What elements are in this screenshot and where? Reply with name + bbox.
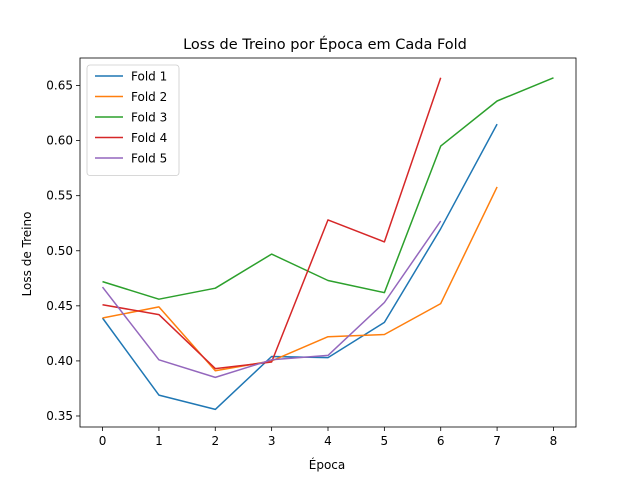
legend-entry: Fold 3 <box>131 111 167 125</box>
y-tick-label: 0.55 <box>46 189 73 203</box>
legend-entry: Fold 4 <box>131 131 167 145</box>
x-tick-label: 8 <box>550 434 558 448</box>
x-tick-label: 7 <box>493 434 501 448</box>
y-tick-label: 0.65 <box>46 79 73 93</box>
series-line-fold-2 <box>102 186 498 372</box>
y-tick-label: 0.50 <box>46 244 73 258</box>
series-line-fold-3 <box>102 77 554 300</box>
x-tick-label: 1 <box>155 434 163 448</box>
y-tick-label: 0.35 <box>46 409 73 423</box>
series-line-fold-5 <box>101 220 442 379</box>
series-layer <box>101 77 554 411</box>
legend-entry: Fold 5 <box>131 152 167 166</box>
y-tick-label: 0.40 <box>46 354 73 368</box>
y-tick-label: 0.60 <box>46 134 73 148</box>
x-tick-label: 0 <box>99 434 107 448</box>
series-line-fold-4 <box>102 77 442 370</box>
chart-title: Loss de Treino por Época em Cada Fold <box>183 36 467 53</box>
x-tick-label: 2 <box>211 434 219 448</box>
x-tick-label: 3 <box>268 434 276 448</box>
y-axis-label: Loss de Treino <box>20 212 34 297</box>
legend-box <box>86 64 180 176</box>
y-tick-label: 0.45 <box>46 299 73 313</box>
x-tick-label: 6 <box>437 434 445 448</box>
ticks-layer: 0 1 2 3 4 5 6 7 8 0.35 0.40 0.45 0.50 0.55 0.60 0.65 <box>46 79 557 448</box>
x-tick-label: 4 <box>324 434 332 448</box>
x-tick-label: 5 <box>381 434 389 448</box>
legend-entry: Fold 2 <box>131 90 167 104</box>
x-axis-label: Época <box>309 457 346 472</box>
legend: Fold 1 Fold 2 Fold 3 Fold 4 Fold 5 <box>86 64 180 176</box>
legend-entry: Fold 1 <box>131 70 167 84</box>
